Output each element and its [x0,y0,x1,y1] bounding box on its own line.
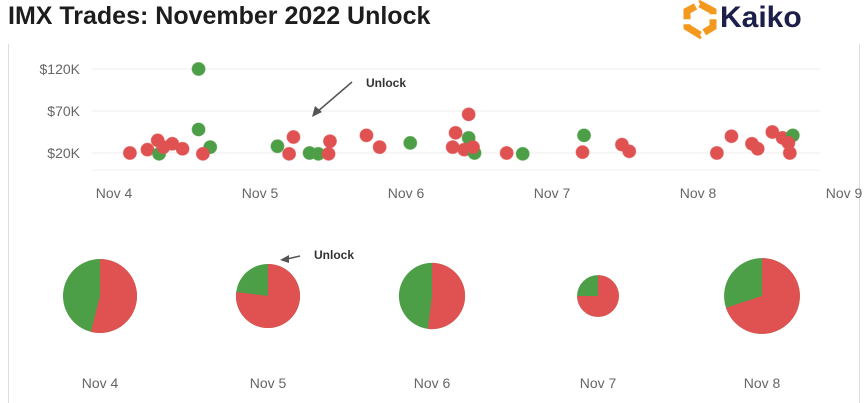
scatter-point [403,135,418,150]
scatter-point [195,146,210,161]
scatter-point [175,141,190,156]
x-tick-label: Nov 6 [388,185,425,201]
pie-red-slice [427,262,466,330]
pie-red-slice [90,259,137,333]
scatter-point [461,107,476,122]
scatter-point [499,146,514,160]
annotation-arrowhead-icon [312,106,322,117]
annotation-label: Unlock [366,76,406,90]
annotation-arrow-line [316,81,353,113]
pie-label: Nov 5 [250,375,287,391]
scatter-point [270,139,285,154]
x-tick-label: Nov 7 [534,185,571,201]
scatter-point [282,146,297,161]
pie-annotation-arrow-line [286,255,301,260]
pie-label: Nov 6 [414,375,451,391]
page-title: IMX Trades: November 2022 Unlock [8,2,431,30]
scatter-point [515,146,530,161]
kaiko-logo [683,0,717,40]
y-tick-label: $70K [47,103,80,119]
pie-red-slice [725,258,800,334]
y-tick-label: $20K [47,145,80,161]
logo-text: Kaiko [720,1,802,34]
scatter-point [191,62,206,76]
x-tick-label: Nov 5 [242,185,279,201]
scatter-point [140,142,155,157]
pie-label: Nov 4 [82,375,119,391]
scatter-point [448,125,463,140]
scatter-point [575,145,590,160]
scatter-point [445,140,460,155]
scatter-point [724,129,739,144]
chart-frame [8,44,860,403]
scatter-point [782,146,797,160]
logo-hexagon-icon [683,0,717,40]
y-tick-label: $120K [40,61,81,77]
scatter-point [577,128,592,143]
pie-annotation-arrowhead-icon [280,255,289,263]
pie-label: Nov 8 [744,375,781,391]
scatter-point [321,146,336,161]
scatter-point [286,130,301,145]
scatter-point [622,144,637,159]
scatter-point [322,134,337,149]
scatter-point [466,140,481,155]
scatter-point [372,140,387,155]
scatter-point [191,122,206,137]
x-tick-label: Nov 8 [680,185,717,201]
pie-red-slice [235,263,301,329]
pie-annotation-label: Unlock [314,248,354,262]
x-tick-label: Nov 4 [96,185,133,201]
scatter-point [359,128,374,143]
scatter-point [709,146,724,160]
scatter-point [750,141,765,156]
x-tick-label: Nov 9 [826,185,863,201]
pie-label: Nov 7 [580,375,617,391]
pie-red-slice [577,275,619,317]
scatter-point [122,146,137,160]
